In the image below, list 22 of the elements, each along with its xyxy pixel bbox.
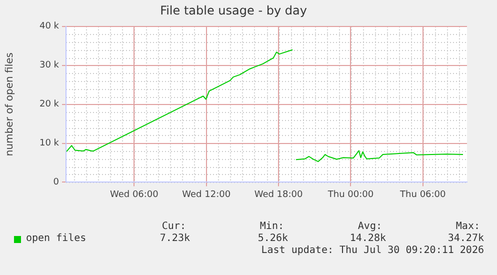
x-tick-label: Wed 12:00 — [182, 190, 231, 200]
x-tick-label: Thu 06:00 — [399, 190, 446, 200]
text: 5.26k — [258, 233, 288, 244]
y-tick-label: 40 k — [39, 22, 60, 32]
text: Max: — [456, 221, 480, 232]
x-tick-label: Thu 00:00 — [326, 190, 374, 200]
text: 14.28k — [350, 233, 386, 244]
chart-title: File table usage - by day — [160, 3, 307, 18]
text: Cur: — [162, 221, 186, 232]
x-tick-label: Wed 18:00 — [254, 190, 304, 200]
text: 34.27k — [448, 233, 484, 244]
x-tick-label: Wed 06:00 — [110, 190, 159, 200]
legend-label: open files — [26, 233, 86, 244]
text: 7.23k — [160, 233, 190, 244]
y-tick-label: 10 k — [39, 138, 60, 149]
text: Min: — [260, 221, 284, 232]
y-tick-label: 30 k — [39, 60, 60, 71]
y-tick-label: 20 k — [39, 100, 60, 110]
y-tick-label: 0 — [53, 178, 60, 188]
text: Avg: — [358, 221, 382, 232]
y-axis-title: number of open files — [4, 52, 16, 156]
text: Last update: Thu Jul 30 09:20:11 2026 — [261, 245, 484, 256]
